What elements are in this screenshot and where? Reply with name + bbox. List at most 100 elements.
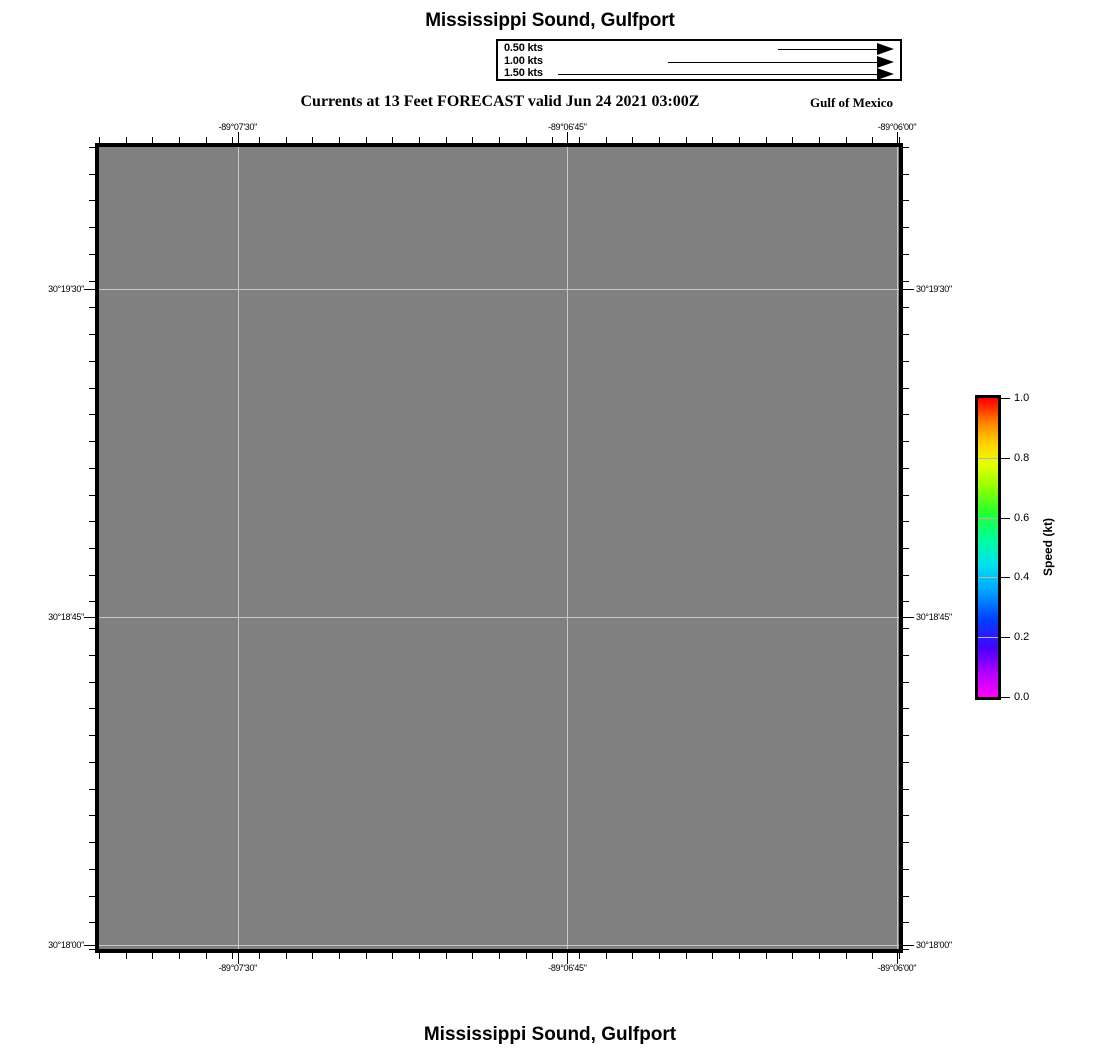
vector-legend-arrow-shaft — [558, 74, 878, 75]
longitude-tick-label: -89°07'30" — [218, 122, 258, 132]
axis-minor-tick — [845, 137, 847, 143]
axis-minor-tick — [579, 137, 580, 143]
bottom-caption: Mississippi Sound, Gulfport — [423, 1024, 677, 1045]
map-gridline-vertical — [897, 147, 898, 949]
axis-minor-tick — [903, 307, 909, 309]
axis-minor-tick — [903, 788, 909, 790]
axis-minor-tick — [99, 137, 100, 143]
colorbar-tick — [1001, 398, 1010, 399]
axis-minor-tick — [89, 601, 95, 603]
axis-minor-tick — [89, 761, 95, 763]
latitude-tick-label: 30°18'00" — [48, 940, 84, 951]
axis-minor-tick — [445, 137, 447, 143]
region-label: Gulf of Mexico — [810, 95, 894, 110]
axis-minor-tick — [872, 137, 874, 143]
vector-legend-arrow-shaft — [778, 49, 878, 50]
axis-minor-tick — [903, 895, 909, 897]
axis-major-tick — [903, 617, 914, 619]
axis-minor-tick — [792, 953, 794, 959]
axis-minor-tick — [89, 521, 95, 523]
axis-minor-tick — [89, 387, 95, 389]
longitude-tick-label: -89°06'45" — [548, 122, 587, 132]
axis-minor-tick — [499, 137, 500, 143]
axis-minor-tick — [89, 227, 95, 229]
axis-minor-tick — [525, 137, 527, 143]
axis-minor-tick — [232, 137, 234, 143]
axis-minor-tick — [792, 137, 794, 143]
map-gridline-vertical — [567, 147, 568, 949]
longitude-tick-label: -89°06'00" — [877, 963, 917, 973]
axis-minor-tick — [89, 548, 95, 549]
axis-minor-tick — [579, 953, 580, 959]
axis-minor-tick — [605, 137, 607, 143]
map-frame[interactable] — [95, 143, 903, 953]
axis-minor-tick — [89, 842, 95, 844]
latitude-tick-label: 30°18'00" — [916, 940, 952, 951]
map-surface[interactable] — [99, 147, 899, 949]
axis-minor-tick — [99, 953, 100, 959]
longitude-tick-label: -89°06'45" — [548, 963, 587, 973]
colorbar-group: Speed (kt) 1.0 0.8 0.6 0.4 0.2 0.0 — [975, 392, 1085, 710]
colorbar-tick — [1001, 577, 1010, 578]
axis-minor-tick — [903, 574, 909, 576]
axis-minor-tick — [685, 137, 687, 143]
axis-minor-tick — [419, 137, 420, 143]
latitude-tick-label: 30°19'30" — [48, 284, 84, 295]
axis-minor-tick — [903, 253, 909, 255]
vector-legend-row: 1.00 kts — [498, 55, 900, 69]
colorbar-tick — [1001, 518, 1010, 519]
axis-minor-tick — [89, 949, 95, 950]
axis-minor-tick — [685, 953, 687, 959]
axis-major-tick — [903, 945, 914, 947]
colorbar-tick-label: 1.0 — [1014, 392, 1030, 404]
axis-minor-tick — [659, 953, 660, 959]
axis-minor-tick — [89, 173, 95, 175]
axis-minor-tick — [89, 574, 95, 576]
axis-minor-tick — [365, 953, 367, 959]
map-gridline-vertical — [238, 147, 239, 949]
axis-minor-tick — [903, 280, 909, 282]
axis-minor-tick — [392, 953, 394, 959]
vector-legend-label: 1.50 kts — [504, 67, 543, 79]
colorbar-inner-tick — [978, 518, 998, 519]
axis-major-tick — [567, 953, 569, 964]
axis-minor-tick — [605, 953, 607, 959]
axis-minor-tick — [89, 628, 95, 630]
axis-minor-tick — [89, 681, 95, 683]
axis-minor-tick — [712, 137, 714, 143]
axis-minor-tick — [903, 922, 909, 924]
axis-major-tick — [897, 953, 898, 964]
map-gridline-horizontal — [99, 617, 899, 618]
colorbar-tick-label: 0.4 — [1014, 571, 1030, 583]
axis-minor-tick — [845, 953, 847, 959]
axis-minor-tick — [339, 137, 340, 143]
axis-minor-tick — [659, 137, 660, 143]
axis-minor-tick — [903, 708, 909, 710]
latitude-tick-label: 30°18'45" — [916, 612, 952, 623]
colorbar-axis-title: Speed (kt) — [1041, 517, 1055, 577]
axis-minor-tick — [392, 137, 394, 143]
axis-minor-tick — [125, 953, 127, 959]
axis-minor-tick — [712, 953, 714, 959]
axis-minor-tick — [903, 815, 909, 817]
axis-minor-tick — [903, 173, 909, 175]
axis-minor-tick — [232, 953, 234, 959]
axis-minor-tick — [899, 137, 900, 143]
axis-minor-tick — [819, 137, 820, 143]
colorbar-tick — [1001, 697, 1010, 698]
axis-major-tick — [84, 945, 95, 947]
axis-minor-tick — [872, 953, 874, 959]
axis-minor-tick — [89, 200, 95, 202]
axis-minor-tick — [903, 601, 909, 603]
latitude-tick-label: 30°19'30" — [916, 284, 952, 295]
axis-major-tick — [567, 132, 569, 143]
axis-minor-tick — [419, 953, 420, 959]
axis-minor-tick — [89, 253, 95, 255]
axis-major-tick — [903, 289, 914, 291]
axis-minor-tick — [765, 137, 767, 143]
axis-minor-tick — [903, 654, 909, 656]
axis-minor-tick — [89, 360, 95, 362]
vector-legend-arrow-shaft — [668, 61, 878, 63]
axis-minor-tick — [312, 137, 314, 143]
map-gridline-horizontal — [99, 289, 899, 290]
